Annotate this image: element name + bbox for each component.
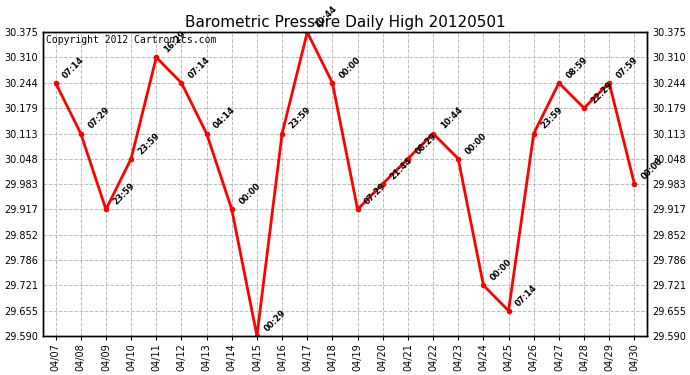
Text: 16:29: 16:29 [162, 29, 187, 55]
Text: 07:29: 07:29 [86, 106, 111, 131]
Text: 07:14: 07:14 [187, 55, 213, 80]
Text: 22:29: 22:29 [590, 80, 615, 105]
Text: 04:14: 04:14 [212, 105, 237, 131]
Text: 00:00: 00:00 [237, 182, 262, 207]
Text: 08:59: 08:59 [564, 55, 589, 80]
Text: 00:00: 00:00 [640, 156, 665, 181]
Text: 23:59: 23:59 [540, 106, 564, 131]
Text: 00:00: 00:00 [338, 55, 363, 80]
Text: 00:00: 00:00 [489, 257, 514, 282]
Text: 21:44: 21:44 [388, 156, 414, 181]
Text: 10:44: 10:44 [313, 4, 338, 30]
Text: 23:59: 23:59 [137, 131, 162, 156]
Text: 00:29: 00:29 [262, 308, 288, 333]
Text: 00:00: 00:00 [464, 131, 489, 156]
Text: 07:14: 07:14 [61, 55, 86, 80]
Text: 08:29: 08:29 [413, 131, 439, 156]
Title: Barometric Pressure Daily High 20120501: Barometric Pressure Daily High 20120501 [185, 15, 505, 30]
Text: 07:59: 07:59 [615, 55, 640, 80]
Text: 10:44: 10:44 [439, 105, 464, 131]
Text: 23:59: 23:59 [112, 182, 137, 207]
Text: 23:59: 23:59 [288, 106, 313, 131]
Text: 07:14: 07:14 [514, 283, 540, 308]
Text: Copyright 2012 Cartronics.com: Copyright 2012 Cartronics.com [46, 35, 217, 45]
Text: 07:29: 07:29 [363, 182, 388, 207]
